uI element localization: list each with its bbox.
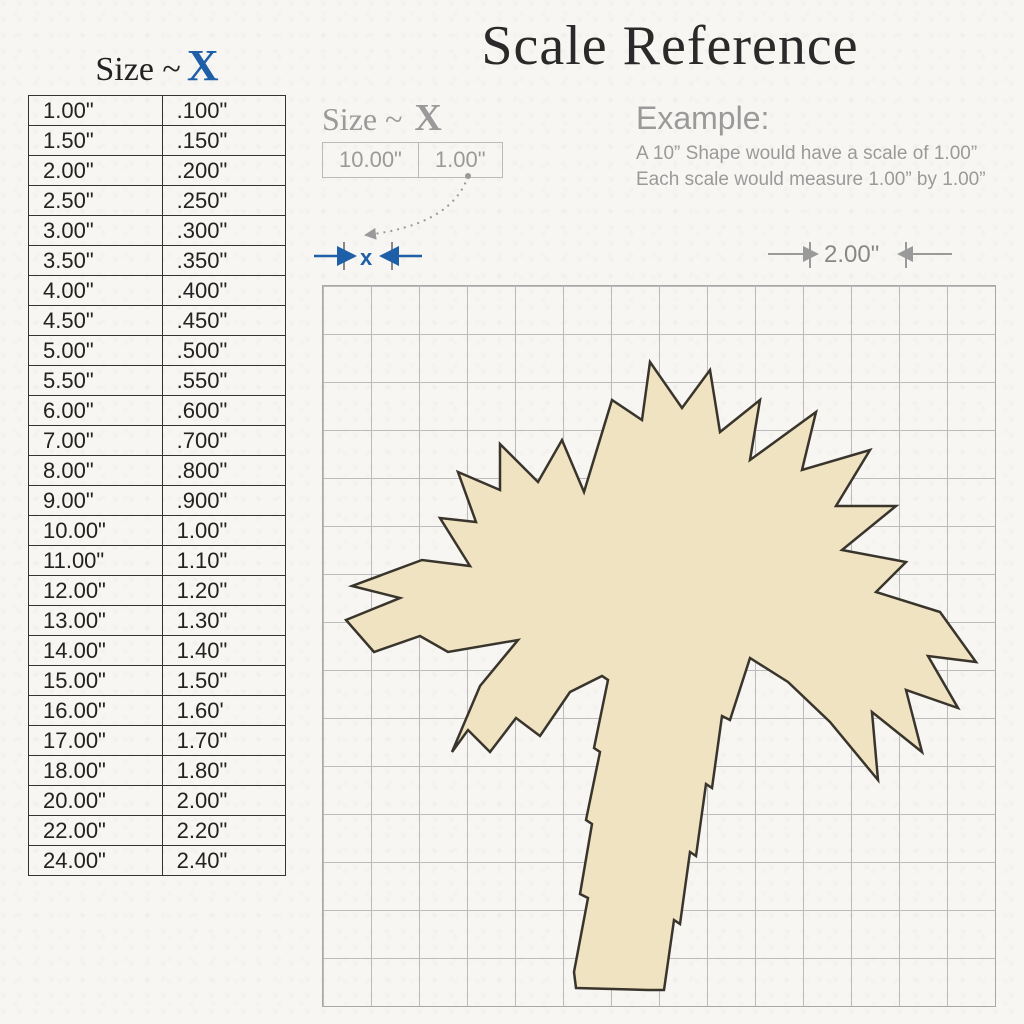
x-dimension-marker: x bbox=[310, 236, 430, 276]
mini-cell-size: 10.00" bbox=[322, 142, 419, 178]
table-row: 17.00"1.70" bbox=[29, 726, 286, 756]
table-cell: 15.00" bbox=[29, 666, 163, 696]
table-cell: .200" bbox=[162, 156, 285, 186]
table-row: 18.00"1.80" bbox=[29, 756, 286, 786]
table-row: 5.50".550" bbox=[29, 366, 286, 396]
table-cell: 2.50" bbox=[29, 186, 163, 216]
table-row: 2.00".200" bbox=[29, 156, 286, 186]
table-row: 20.00"2.00" bbox=[29, 786, 286, 816]
size-table-header: Size ~ X bbox=[28, 40, 286, 91]
table-cell: 6.00" bbox=[29, 396, 163, 426]
table-row: 1.00".100" bbox=[29, 96, 286, 126]
table-cell: 2.20" bbox=[162, 816, 285, 846]
page-title: Scale Reference bbox=[340, 14, 1000, 78]
table-cell: .450" bbox=[162, 306, 285, 336]
table-cell: .800" bbox=[162, 456, 285, 486]
table-cell: 1.00" bbox=[29, 96, 163, 126]
table-cell: 11.00" bbox=[29, 546, 163, 576]
table-cell: 14.00" bbox=[29, 636, 163, 666]
table-cell: 18.00" bbox=[29, 756, 163, 786]
table-cell: .300" bbox=[162, 216, 285, 246]
table-cell: 16.00" bbox=[29, 696, 163, 726]
table-row: 1.50".150" bbox=[29, 126, 286, 156]
table-row: 10.00"1.00" bbox=[29, 516, 286, 546]
table-cell: 1.00" bbox=[162, 516, 285, 546]
table-row: 5.00".500" bbox=[29, 336, 286, 366]
example-line-2: Each scale would measure 1.00” by 1.00” bbox=[636, 167, 1016, 193]
table-cell: 17.00" bbox=[29, 726, 163, 756]
table-cell: 8.00" bbox=[29, 456, 163, 486]
table-cell: 1.70" bbox=[162, 726, 285, 756]
scale-grid bbox=[322, 285, 996, 1007]
table-cell: 4.00" bbox=[29, 276, 163, 306]
mini-size-header: Size ~ X bbox=[322, 96, 503, 140]
table-row: 7.00".700" bbox=[29, 426, 286, 456]
table-cell: 2.00" bbox=[29, 156, 163, 186]
table-cell: 7.00" bbox=[29, 426, 163, 456]
table-cell: 1.50" bbox=[29, 126, 163, 156]
table-cell: .150" bbox=[162, 126, 285, 156]
table-cell: 1.30" bbox=[162, 606, 285, 636]
table-cell: 13.00" bbox=[29, 606, 163, 636]
table-cell: 3.50" bbox=[29, 246, 163, 276]
table-row: 8.00".800" bbox=[29, 456, 286, 486]
table-cell: 12.00" bbox=[29, 576, 163, 606]
size-table-body: 1.00".100"1.50".150"2.00".200"2.50".250"… bbox=[28, 95, 286, 876]
table-cell: .250" bbox=[162, 186, 285, 216]
table-cell: 2.00" bbox=[162, 786, 285, 816]
table-cell: 1.40" bbox=[162, 636, 285, 666]
table-row: 13.00"1.30" bbox=[29, 606, 286, 636]
table-row: 4.50".450" bbox=[29, 306, 286, 336]
table-cell: .600" bbox=[162, 396, 285, 426]
table-cell: 1.10" bbox=[162, 546, 285, 576]
table-cell: 10.00" bbox=[29, 516, 163, 546]
size-table-header-x: X bbox=[187, 40, 219, 91]
table-cell: 4.50" bbox=[29, 306, 163, 336]
mini-size-header-prefix: Size ~ bbox=[322, 101, 410, 137]
table-cell: 1.80" bbox=[162, 756, 285, 786]
table-cell: 22.00" bbox=[29, 816, 163, 846]
table-row: 4.00".400" bbox=[29, 276, 286, 306]
x-dimension-label: x bbox=[360, 245, 372, 271]
two-inch-dimension: 2.00" bbox=[762, 234, 962, 274]
table-row: 9.00".900" bbox=[29, 486, 286, 516]
table-cell: .550" bbox=[162, 366, 285, 396]
table-cell: 5.50" bbox=[29, 366, 163, 396]
table-row: 12.00"1.20" bbox=[29, 576, 286, 606]
table-row: 2.50".250" bbox=[29, 186, 286, 216]
table-cell: 9.00" bbox=[29, 486, 163, 516]
table-row: 3.00".300" bbox=[29, 216, 286, 246]
table-row: 16.00"1.60' bbox=[29, 696, 286, 726]
mini-size-box: Size ~ X 10.00" 1.00" bbox=[322, 96, 503, 178]
table-cell: 3.00" bbox=[29, 216, 163, 246]
mini-cell-x: 1.00" bbox=[419, 142, 503, 178]
two-inch-label: 2.00" bbox=[824, 241, 879, 269]
table-cell: 1.20" bbox=[162, 576, 285, 606]
table-row: 11.00"1.10" bbox=[29, 546, 286, 576]
table-row: 6.00".600" bbox=[29, 396, 286, 426]
table-cell: .400" bbox=[162, 276, 285, 306]
table-cell: .700" bbox=[162, 426, 285, 456]
example-block: Example: A 10” Shape would have a scale … bbox=[636, 100, 1016, 192]
table-cell: 1.60' bbox=[162, 696, 285, 726]
table-row: 24.00"2.40" bbox=[29, 846, 286, 876]
table-cell: 20.00" bbox=[29, 786, 163, 816]
size-table: Size ~ X 1.00".100"1.50".150"2.00".200"2… bbox=[28, 40, 286, 876]
table-row: 22.00"2.20" bbox=[29, 816, 286, 846]
table-cell: .100" bbox=[162, 96, 285, 126]
table-cell: 24.00" bbox=[29, 846, 163, 876]
table-row: 14.00"1.40" bbox=[29, 636, 286, 666]
table-cell: 5.00" bbox=[29, 336, 163, 366]
table-cell: .900" bbox=[162, 486, 285, 516]
example-line-1: A 10” Shape would have a scale of 1.00” bbox=[636, 141, 1016, 167]
table-cell: .500" bbox=[162, 336, 285, 366]
table-cell: 2.40" bbox=[162, 846, 285, 876]
table-row: 15.00"1.50" bbox=[29, 666, 286, 696]
mini-size-header-x: X bbox=[414, 97, 441, 139]
table-cell: 1.50" bbox=[162, 666, 285, 696]
table-row: 3.50".350" bbox=[29, 246, 286, 276]
table-cell: .350" bbox=[162, 246, 285, 276]
size-table-header-prefix: Size ~ bbox=[95, 51, 180, 89]
example-heading: Example: bbox=[636, 100, 1016, 137]
